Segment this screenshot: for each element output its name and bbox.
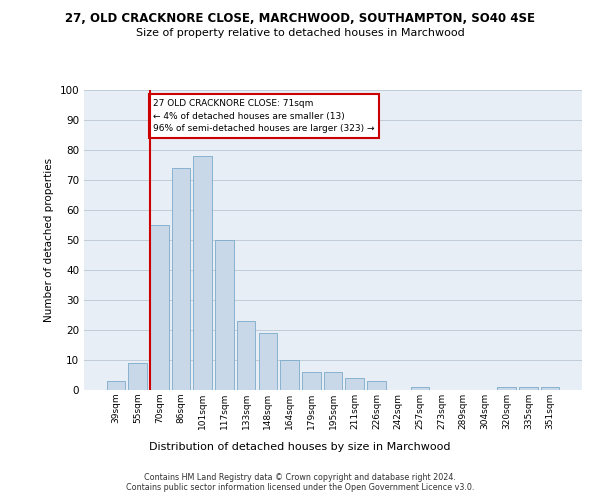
- Bar: [367, 381, 386, 390]
- Bar: [324, 372, 342, 390]
- Text: Distribution of detached houses by size in Marchwood: Distribution of detached houses by size …: [149, 442, 451, 452]
- Text: Contains HM Land Registry data © Crown copyright and database right 2024.
Contai: Contains HM Land Registry data © Crown c…: [126, 472, 474, 492]
- Text: 27 OLD CRACKNORE CLOSE: 71sqm
← 4% of detached houses are smaller (13)
96% of se: 27 OLD CRACKNORE CLOSE: 71sqm ← 4% of de…: [154, 99, 375, 133]
- Bar: [497, 387, 516, 390]
- Bar: [150, 225, 169, 390]
- Bar: [280, 360, 299, 390]
- Text: Size of property relative to detached houses in Marchwood: Size of property relative to detached ho…: [136, 28, 464, 38]
- Bar: [128, 363, 147, 390]
- Y-axis label: Number of detached properties: Number of detached properties: [44, 158, 54, 322]
- Bar: [410, 387, 429, 390]
- Bar: [302, 372, 320, 390]
- Bar: [346, 378, 364, 390]
- Bar: [519, 387, 538, 390]
- Bar: [259, 333, 277, 390]
- Bar: [172, 168, 190, 390]
- Bar: [237, 321, 256, 390]
- Bar: [193, 156, 212, 390]
- Bar: [107, 381, 125, 390]
- Bar: [215, 240, 233, 390]
- Text: 27, OLD CRACKNORE CLOSE, MARCHWOOD, SOUTHAMPTON, SO40 4SE: 27, OLD CRACKNORE CLOSE, MARCHWOOD, SOUT…: [65, 12, 535, 26]
- Bar: [541, 387, 559, 390]
